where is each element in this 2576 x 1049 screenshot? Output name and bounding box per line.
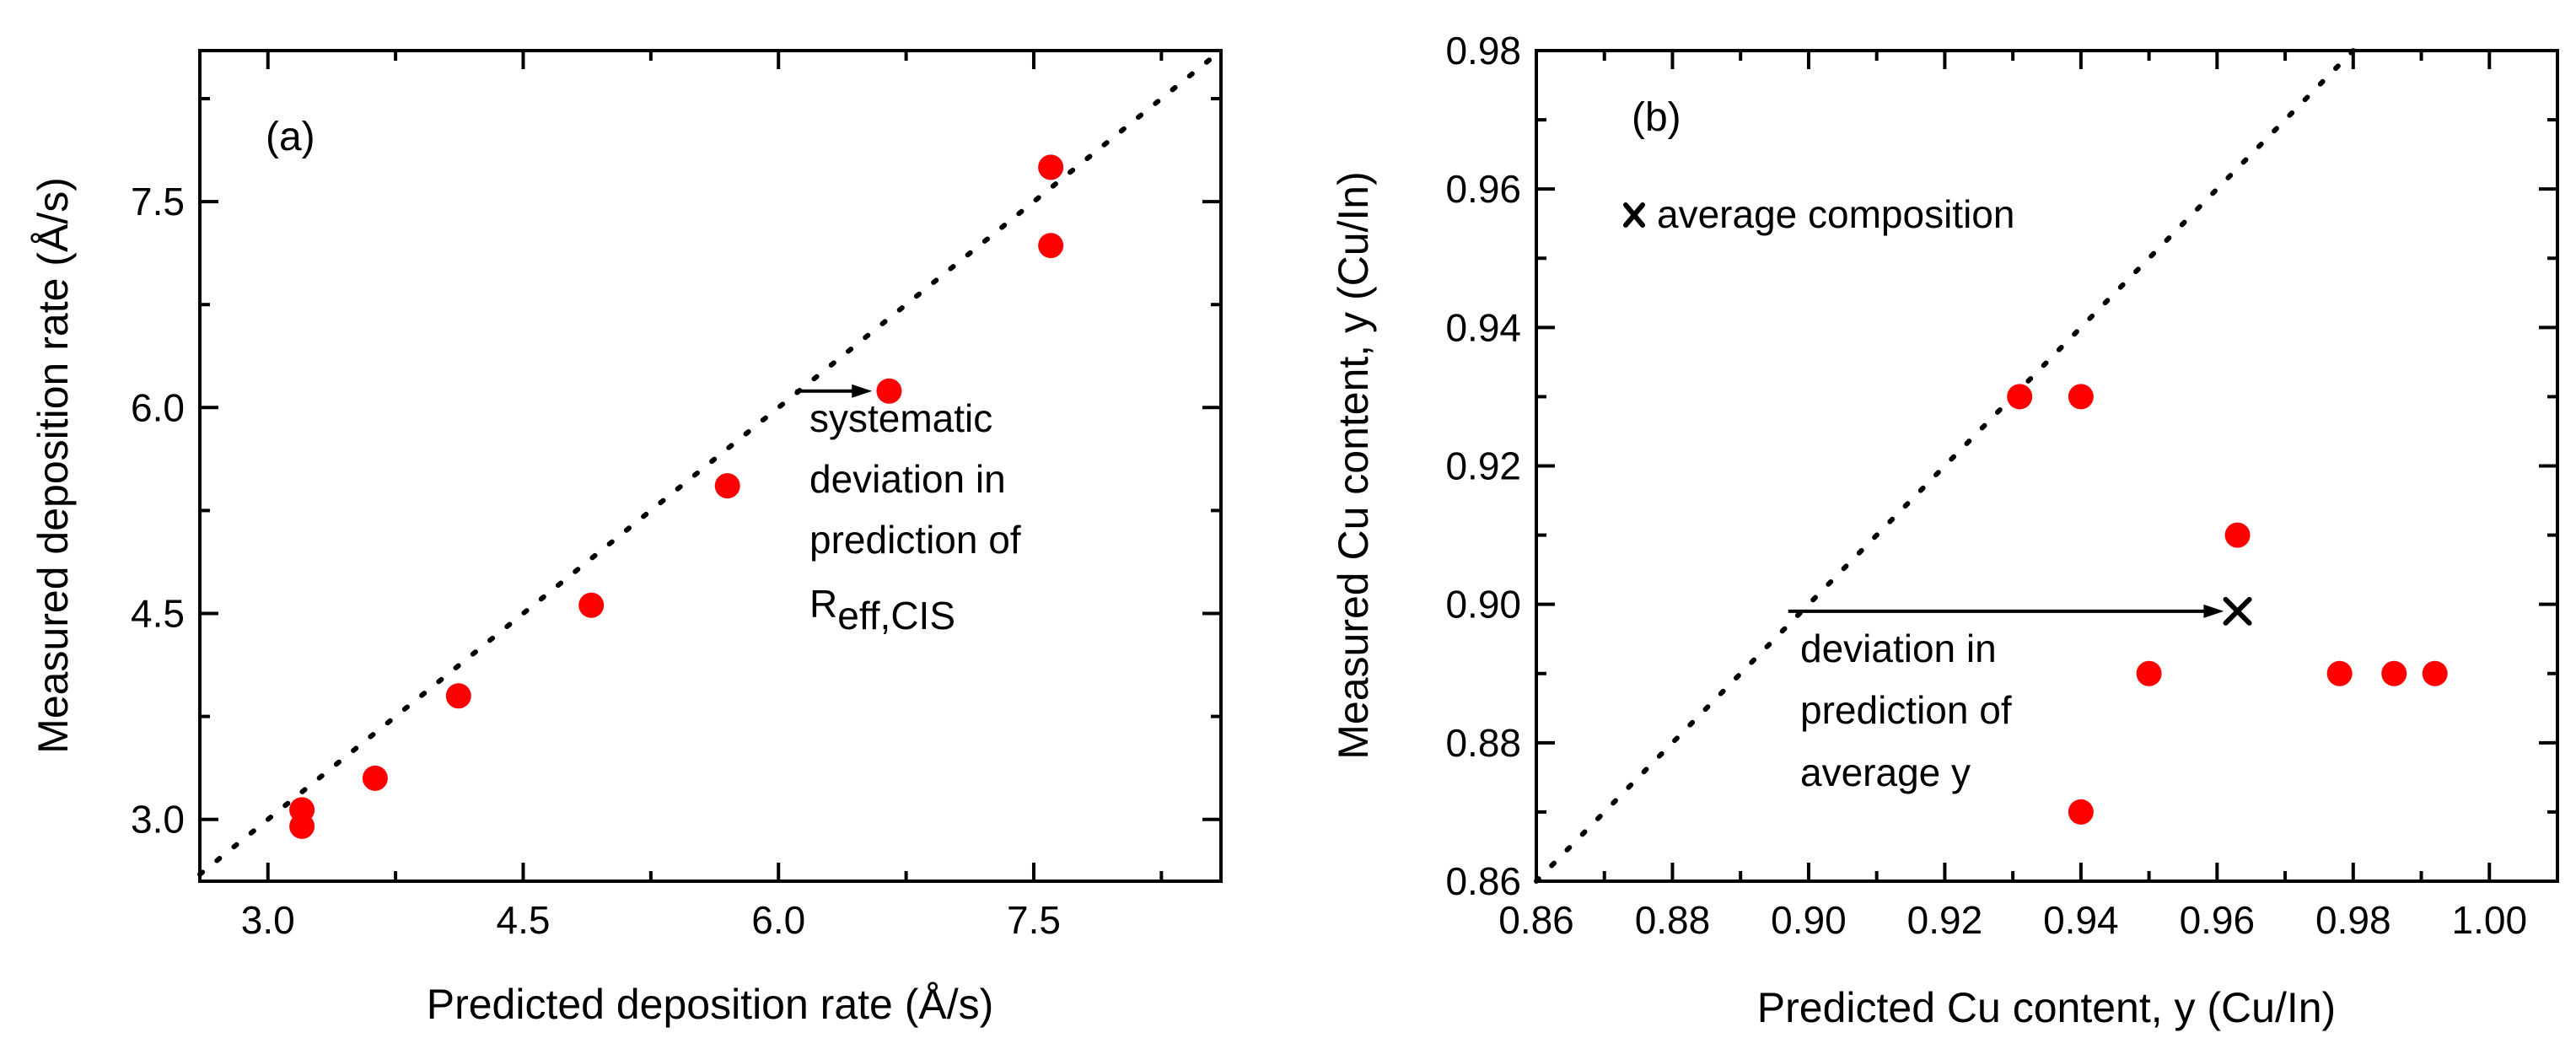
panel-a: 3.0 4.5 6.0 7.53.04.56.07.5 (a) systematic … (30, 48, 1223, 1028)
data-point (362, 765, 388, 791)
data-point (2068, 384, 2094, 410)
data-point (2326, 660, 2353, 686)
panel-b-legend: average composition (1623, 192, 2014, 236)
panel-b-tick-labels: 0.86 0.88 0.90 0.92 0.94 0.96 0.98 1.00 0.86 0.88… (1445, 29, 2527, 942)
panel-a-annotation-line-1: systematic (809, 396, 992, 440)
panel-a-ticks (200, 51, 1221, 881)
panel-a-identity-line (197, 48, 1223, 877)
x-tick-label: 0.92 (1907, 898, 1983, 942)
data-point (289, 797, 315, 823)
panel-b-label: (b) (1632, 95, 1681, 140)
panel-a-annotation-line-3: prediction of (809, 518, 1021, 562)
y-tick-label: 0.98 (1445, 29, 1521, 73)
data-point (714, 473, 740, 499)
y-tick-label: 0.90 (1445, 583, 1521, 627)
y-tick-label: 0.86 (1445, 859, 1521, 903)
data-point (2068, 799, 2094, 825)
x-tick-label: 1.00 (2452, 898, 2528, 942)
x-tick-label: 0.88 (1635, 898, 1711, 942)
x-tick-label: 7.5 (1007, 898, 1061, 942)
data-point (876, 378, 902, 404)
y-tick-label: 4.5 (131, 592, 185, 636)
panel-a-symbol-sub: eff,CIS (837, 594, 955, 637)
panel-a-symbol-main: R (809, 582, 837, 626)
legend-x-marker-stroke-2 (1623, 202, 1645, 228)
x-tick-label: 0.86 (1498, 898, 1574, 942)
data-point (578, 592, 605, 618)
panel-a-y-axis-title: Measured deposition rate (Å/s) (30, 177, 77, 754)
x-tick-label: 4.5 (497, 898, 551, 942)
data-point (2381, 660, 2407, 686)
panel-a-label: (a) (266, 115, 315, 159)
data-point (445, 683, 471, 709)
y-tick-label: 0.94 (1445, 305, 1521, 349)
panel-a-points (289, 154, 1064, 839)
panel-a-plot-frame (198, 49, 1223, 883)
panel-b-plot-frame (1535, 49, 2559, 883)
panel-b-annotation-line-2: prediction of (1800, 688, 2012, 732)
data-point (2136, 660, 2162, 686)
panel-b-points (2007, 384, 2448, 825)
y-tick-label: 6.0 (131, 385, 185, 429)
y-tick-label: 0.96 (1445, 167, 1521, 211)
x-tick-label: 0.94 (2043, 898, 2119, 942)
data-point (2007, 384, 2033, 410)
panel-b-annotation-line-1: deviation in (1800, 627, 1997, 670)
x-tick-label: 3.0 (241, 898, 295, 942)
panel-b-annotation-arrowhead (2203, 604, 2224, 618)
x-tick-label: 6.0 (751, 898, 805, 942)
panel-a-annotation-line-2: deviation in (809, 457, 1006, 501)
panel-b-ticks (1535, 49, 2559, 883)
panel-a-x-axis-title: Predicted deposition rate (Å/s) (427, 981, 994, 1028)
data-point (1038, 233, 1064, 259)
x-tick-label: 0.96 (2180, 898, 2256, 942)
panel-b-y-axis-title: Measured Cu content, y (Cu/In) (1330, 171, 1377, 760)
panel-b-annotation-line-3: average y (1800, 750, 1971, 794)
data-point (2422, 660, 2448, 686)
y-tick-label: 0.92 (1445, 444, 1521, 488)
legend-label: average composition (1657, 192, 2014, 236)
y-tick-label: 0.88 (1445, 721, 1521, 765)
panel-a-annotation-symbol: Reff,CIS (809, 582, 955, 637)
panel-a-annotation-arrowhead (852, 384, 873, 398)
panel-b: 0.86 0.88 0.90 0.92 0.94 0.96 0.98 1.00 0.86 0.88… (1330, 29, 2559, 1031)
y-tick-label: 7.5 (131, 180, 185, 223)
data-point (1038, 154, 1064, 180)
x-tick-label: 0.90 (1771, 898, 1847, 942)
data-point (2224, 522, 2251, 548)
panel-a-tick-labels: 3.0 4.5 6.0 7.5 3.0 4.5 6.0 7.5 (131, 180, 1061, 942)
avg-composition-marker (2223, 596, 2252, 626)
x-tick-label: 0.98 (2315, 898, 2391, 942)
y-tick-label: 3.0 (131, 798, 185, 842)
panel-b-x-axis-title: Predicted Cu content, y (Cu/In) (1757, 984, 2336, 1031)
